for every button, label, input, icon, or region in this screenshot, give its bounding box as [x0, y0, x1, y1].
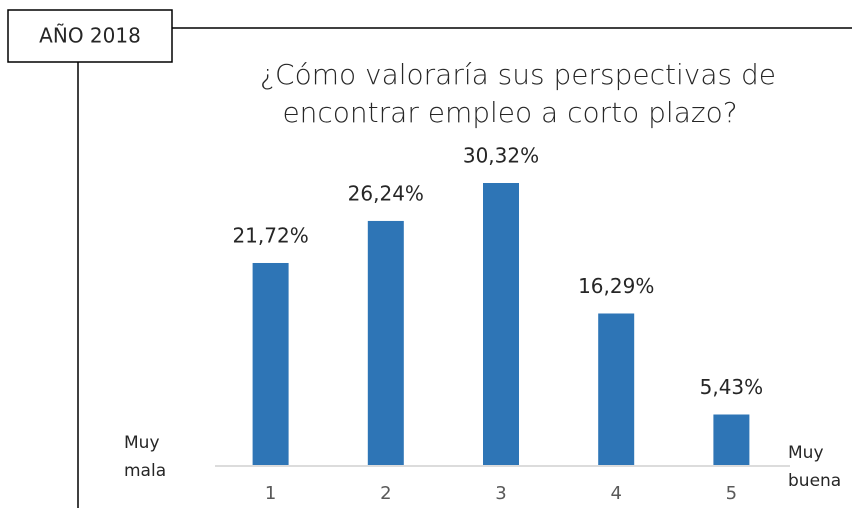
x-tick-label: 2 [380, 483, 391, 504]
value-label: 16,29% [578, 274, 654, 298]
annotation: Muy [124, 433, 160, 453]
value-label: 30,32% [463, 144, 539, 168]
bar [483, 183, 519, 465]
annotation: Muy [788, 443, 824, 463]
chart-title: ¿Cómo valoraría sus perspectivas de [260, 58, 776, 91]
x-tick-label: 3 [495, 483, 506, 504]
value-label: 26,24% [348, 181, 424, 205]
chart-title: encontrar empleo a corto plazo? [282, 96, 737, 129]
x-tick-label: 4 [610, 483, 621, 504]
bar [598, 313, 635, 465]
annotation: mala [124, 461, 166, 481]
bar [252, 262, 289, 465]
annotation: buena [788, 471, 841, 491]
bar [713, 414, 750, 465]
x-tick-label: 1 [265, 483, 276, 504]
value-label: 21,72% [232, 223, 308, 247]
year-label: AÑO 2018 [39, 24, 141, 48]
bar [367, 220, 404, 465]
year-box [7, 9, 173, 63]
x-tick-label: 5 [726, 483, 737, 504]
value-label: 5,43% [700, 375, 764, 399]
